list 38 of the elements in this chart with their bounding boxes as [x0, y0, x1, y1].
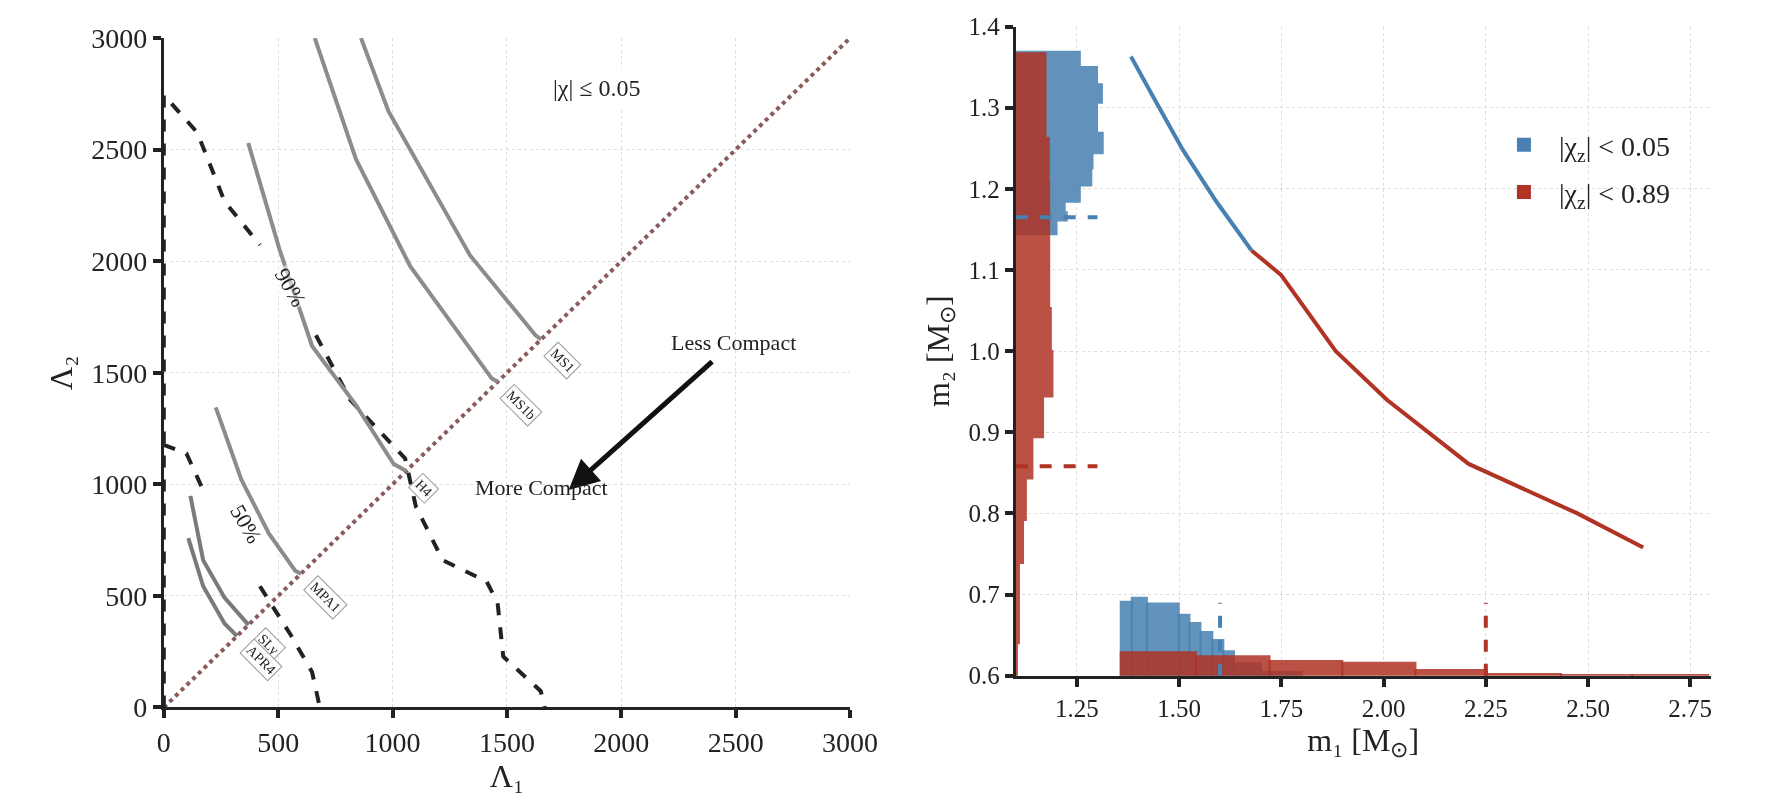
y-tick-label: 0.9 — [968, 419, 1000, 447]
annotation: |χ| ≤ 0.05 — [553, 75, 641, 101]
x-tick-label: 2500 — [707, 727, 764, 759]
y-tick-label: 1.0 — [968, 337, 1000, 365]
x-tick-label: 1000 — [364, 727, 421, 759]
x-tick-label: 1.25 — [1055, 694, 1099, 722]
x-axis-title: Λ₁ — [489, 758, 525, 795]
x-tick-label: 2.25 — [1463, 694, 1508, 722]
y-tick-label: 0.7 — [968, 581, 1000, 609]
y-tick-label: 1.3 — [968, 94, 1000, 122]
y-tick-label: 1500 — [91, 357, 148, 389]
x-tick-label: 2.00 — [1361, 694, 1406, 722]
text: H4 — [412, 476, 435, 500]
x-tick-label: 3000 — [822, 727, 879, 759]
y-tick-label: 0.6 — [968, 662, 1000, 690]
x-tick-label: 2.50 — [1566, 694, 1610, 722]
y-tick-label: 0.8 — [968, 500, 1000, 528]
y-tick-label: 1.2 — [968, 175, 1000, 203]
legend-label: |χ$_{z}$| < 0.05 — [1558, 130, 1671, 166]
y-tick-label: 500 — [105, 580, 148, 612]
x-tick-label: 500 — [257, 727, 300, 759]
annotation: More Compact — [475, 475, 608, 500]
x-tick-label: 1.50 — [1157, 694, 1202, 722]
x-tick-label: 1500 — [478, 727, 535, 759]
legend-label: |χ$_{z}$| < 0.89 — [1558, 178, 1671, 213]
y-tick-label: 3000 — [91, 22, 148, 54]
y-tick-label: 1.1 — [968, 256, 1000, 284]
x-tick-label: 0 — [156, 727, 171, 759]
x-tick-label: 2000 — [593, 727, 650, 759]
x-tick-label: 1.75 — [1259, 694, 1304, 722]
x-axis-title: m₁ [M$_{⊙}$] — [1307, 721, 1420, 763]
x-tick-label: 2.75 — [1668, 694, 1713, 722]
annotation: Less Compact — [671, 330, 797, 355]
y-tick-label: 2500 — [91, 134, 148, 166]
y-axis-title: Λ₂ — [42, 355, 79, 390]
y-tick-label: 1000 — [91, 469, 148, 501]
y-tick-label: 2000 — [91, 246, 148, 277]
y-tick-label: 1.4 — [968, 13, 1001, 41]
